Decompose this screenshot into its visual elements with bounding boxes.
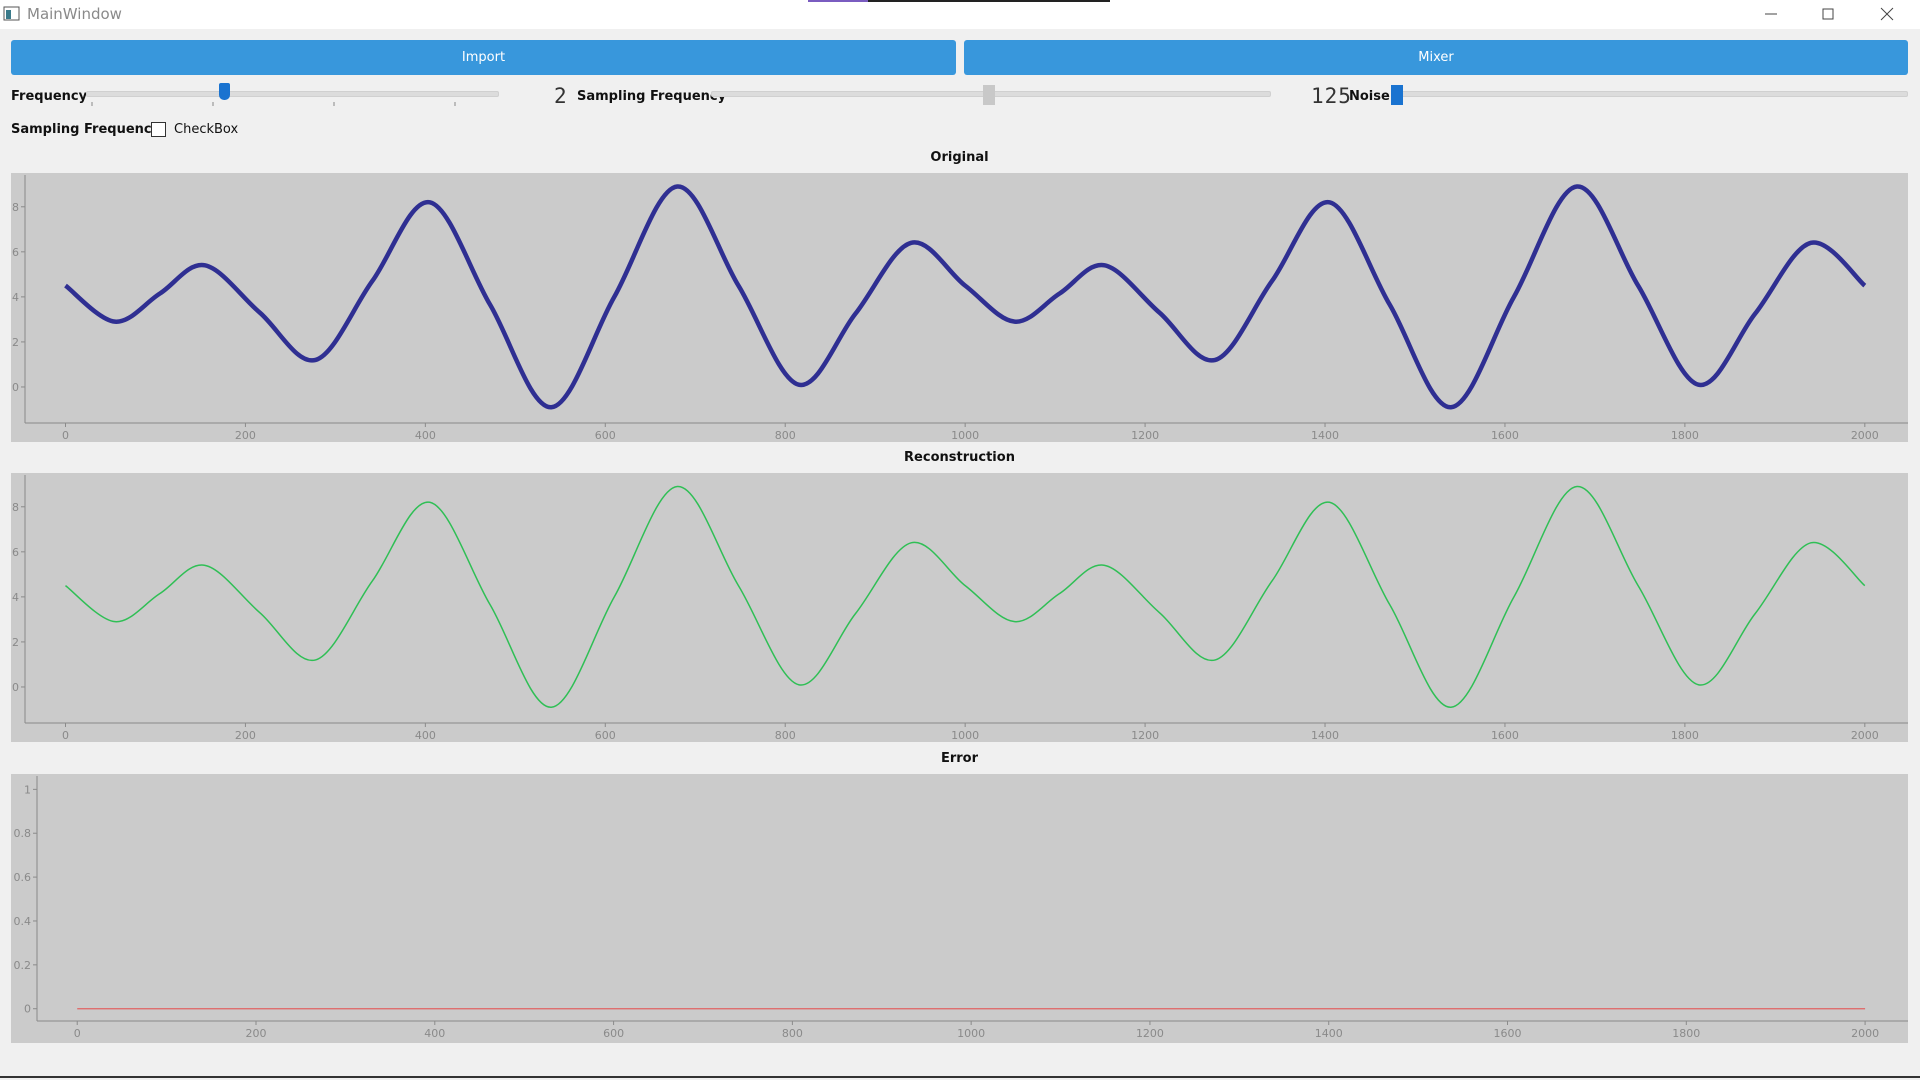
x-tick-label: 400 [415, 429, 436, 442]
chart-title: Original [930, 150, 989, 165]
x-tick-label: 1800 [1672, 1027, 1700, 1040]
x-tick-label: 1600 [1494, 1027, 1522, 1040]
x-tick-label: 200 [235, 429, 256, 442]
window-controls [1765, 7, 1894, 21]
frequency-ticks [91, 102, 456, 106]
progress-strip [808, 0, 1110, 2]
y-tick-label: 2 [12, 336, 19, 349]
x-tick-label: 2000 [1851, 429, 1879, 442]
y-tick-label: 0.4 [14, 915, 32, 928]
x-tick-label: 1400 [1315, 1027, 1343, 1040]
chart: 0 2 4 6 8 0 200 400 600 800 1000 1200 1400 1600 1800 20… [11, 473, 1908, 742]
y-tick-label: 1 [24, 783, 31, 796]
y-tick-label: 0.2 [14, 959, 32, 972]
frequency-display: 2 [554, 84, 568, 108]
close-x [1880, 7, 1894, 21]
x-tick-label: 400 [424, 1027, 445, 1040]
x-tick-label: 400 [415, 729, 436, 742]
chart: 0 2 4 6 8 0 200 400 600 800 1000 1200 1400 1600 1800 20… [11, 173, 1908, 442]
frequency-handle[interactable] [219, 83, 230, 100]
x-tick-label: 200 [246, 1027, 267, 1040]
x-tick-label: 1200 [1131, 729, 1159, 742]
chart-title: Error [940, 751, 979, 766]
signal-line [64, 184, 1867, 410]
y-tick-label: 8 [12, 201, 19, 214]
x-tick-label: 800 [775, 729, 796, 742]
x-tick-label: 600 [595, 729, 616, 742]
x-tick-label: 1600 [1491, 429, 1519, 442]
title-bar: MainWindow [0, 0, 1920, 29]
x-tick-label: 1600 [1491, 729, 1519, 742]
checkbox-label[interactable]: CheckBox [174, 122, 239, 137]
chart: 0 0.2 0.4 0.6 0.8 1 0 200 400 600 800 1000 1200 1400 1… [11, 774, 1908, 1043]
x-tick-label: 0 [74, 1027, 81, 1040]
sampling-label: Sampling Frequency [577, 89, 727, 104]
y-tick-label: 0 [24, 1003, 31, 1016]
y-tick-label: 0 [12, 681, 19, 694]
x-tick-label: 1000 [957, 1027, 985, 1040]
x-tick-label: 600 [595, 429, 616, 442]
x-tick-label: 0 [62, 429, 69, 442]
y-tick-label: 4 [12, 591, 19, 604]
x-tick-label: 1000 [951, 429, 979, 442]
plot-background [11, 473, 1908, 742]
x-tick-label: 600 [603, 1027, 624, 1040]
y-tick-label: 8 [12, 501, 19, 514]
app-icon [3, 6, 20, 21]
y-tick-label: 0.8 [14, 827, 32, 840]
x-tick-label: 1000 [951, 729, 979, 742]
x-tick-label: 800 [782, 1027, 803, 1040]
checkbox[interactable] [151, 122, 166, 137]
plot-background [11, 774, 1908, 1043]
frequency-slider[interactable] [86, 91, 499, 97]
bottom-edge [0, 1076, 1920, 1078]
x-tick-label: 1400 [1311, 729, 1339, 742]
y-tick-label: 6 [12, 546, 19, 559]
x-tick-label: 2000 [1851, 1027, 1879, 1040]
import-button[interactable]: Import [11, 40, 956, 75]
restore[interactable] [1822, 8, 1834, 20]
x-tick-label: 1800 [1671, 429, 1699, 442]
noise-label: Noise [1349, 89, 1390, 104]
checkbox-row-label: Sampling Frequency [11, 122, 161, 137]
mixer-button[interactable]: Mixer [964, 40, 1908, 75]
y-tick-label: 6 [12, 246, 19, 259]
plot-background [11, 173, 1908, 442]
frequency-label: Frequency [11, 89, 88, 104]
y-tick-label: 2 [12, 636, 19, 649]
x-tick-label: 1200 [1136, 1027, 1164, 1040]
sampling-handle[interactable] [983, 85, 995, 105]
x-tick-label: 0 [62, 729, 69, 742]
x-tick-label: 1800 [1671, 729, 1699, 742]
x-tick-label: 2000 [1851, 729, 1879, 742]
x-tick-label: 200 [235, 729, 256, 742]
signal-line [65, 485, 1866, 708]
window-title: MainWindow [27, 5, 122, 23]
y-tick-label: 0.6 [14, 871, 32, 884]
x-tick-label: 1400 [1311, 429, 1339, 442]
y-tick-label: 4 [12, 291, 19, 304]
chart-title: Reconstruction [904, 450, 1015, 465]
sampling-display: 125 [1311, 84, 1352, 108]
noise-slider[interactable] [1391, 91, 1908, 97]
x-tick-label: 1200 [1131, 429, 1159, 442]
x-tick-label: 800 [775, 429, 796, 442]
noise-handle[interactable] [1391, 85, 1403, 105]
y-tick-label: 0 [12, 381, 19, 394]
